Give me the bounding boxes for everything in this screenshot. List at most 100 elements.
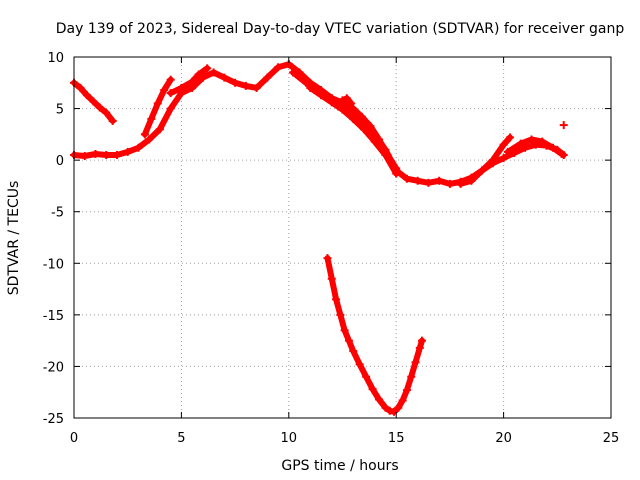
data-point <box>370 137 379 146</box>
data-point <box>338 105 347 114</box>
data-point <box>332 295 341 304</box>
data-point <box>559 121 568 130</box>
data-point <box>342 94 351 103</box>
data-point <box>203 64 212 73</box>
data-point <box>153 99 162 108</box>
data-point <box>323 254 332 263</box>
x-tick-label: 25 <box>603 431 620 446</box>
data-point <box>145 135 154 144</box>
data-point <box>147 114 156 123</box>
data-point <box>91 149 100 158</box>
series-arc-main <box>70 60 568 188</box>
data-point <box>102 150 111 159</box>
data-point <box>89 97 98 106</box>
series-arc-upper-branch-2 <box>166 64 212 98</box>
data-point <box>112 150 121 159</box>
data-point <box>467 176 476 185</box>
data-point <box>424 178 433 187</box>
data-point <box>349 346 358 355</box>
data-point <box>381 150 390 159</box>
data-point <box>355 360 364 369</box>
data-point <box>209 68 218 77</box>
data-point <box>336 310 345 319</box>
data-point <box>402 174 411 183</box>
data-series <box>70 60 568 416</box>
series-arc-bump <box>334 94 356 111</box>
x-tick-label: 15 <box>388 431 405 446</box>
data-point <box>340 326 349 335</box>
data-point <box>478 166 487 175</box>
data-point <box>317 91 326 100</box>
data-point <box>527 135 536 144</box>
data-point <box>76 83 85 92</box>
data-point <box>301 78 310 87</box>
data-point <box>194 70 203 79</box>
series-isolated-point <box>559 121 568 130</box>
data-point <box>375 395 384 404</box>
x-tick-label: 0 <box>70 431 78 446</box>
y-tick-label: 5 <box>56 103 64 118</box>
x-axis-label: GPS time / hours <box>281 458 398 474</box>
data-point <box>557 149 566 158</box>
data-point <box>516 139 525 148</box>
data-point <box>392 169 401 178</box>
data-point <box>220 73 229 82</box>
data-point <box>368 385 377 394</box>
y-tick-label: 0 <box>56 154 64 169</box>
data-point <box>134 143 143 152</box>
axis-ticks: 0 5 10 15 20 25 -25 -20 -15 -10 -5 0 5 10 <box>43 51 620 446</box>
x-tick-label: 5 <box>177 431 185 446</box>
data-point <box>166 75 175 84</box>
data-point <box>166 104 175 113</box>
x-tick-label: 20 <box>495 431 512 446</box>
data-point <box>231 78 240 87</box>
data-point <box>347 99 356 108</box>
data-point <box>357 112 366 121</box>
data-point <box>415 343 424 352</box>
data-point <box>435 176 444 185</box>
y-tick-label: -15 <box>43 309 64 324</box>
data-point <box>503 147 512 156</box>
data-point <box>411 358 420 367</box>
y-tick-label: -20 <box>43 360 64 375</box>
data-point <box>394 403 403 412</box>
data-point <box>499 140 508 149</box>
data-point <box>402 386 411 395</box>
data-point <box>417 336 426 345</box>
data-point <box>82 91 91 100</box>
data-point <box>155 125 164 134</box>
y-tick-label: -10 <box>43 257 64 272</box>
data-point <box>108 116 117 125</box>
data-point <box>549 143 558 152</box>
data-point <box>413 176 422 185</box>
series-arc-upper-branch <box>140 75 175 139</box>
data-point <box>306 83 315 92</box>
chart-title: Day 139 of 2023, Sidereal Day-to-day VTE… <box>56 21 625 37</box>
data-point <box>102 108 111 117</box>
plot-frame <box>73 56 612 419</box>
y-axis-label: SDTVAR / TECUs <box>6 181 22 296</box>
series-arc-early <box>70 78 117 125</box>
data-point <box>359 125 368 134</box>
x-tick-label: 10 <box>281 431 298 446</box>
series-line <box>504 136 565 157</box>
data-point <box>398 396 407 405</box>
data-point <box>499 154 508 163</box>
data-point <box>188 77 197 86</box>
data-point <box>338 96 347 105</box>
series-arc-deep-dip <box>323 254 426 416</box>
data-point <box>349 104 358 113</box>
data-point <box>334 102 343 111</box>
data-point <box>538 137 547 146</box>
series-arc-late-rise <box>456 133 515 188</box>
data-point <box>362 372 371 381</box>
series-line <box>335 95 355 110</box>
series-arc-descending-3 <box>306 83 401 178</box>
y-tick-label: -25 <box>43 412 64 427</box>
data-point <box>263 73 272 82</box>
data-point <box>390 407 399 416</box>
data-point <box>274 63 283 72</box>
data-point <box>349 114 358 123</box>
data-point <box>95 103 104 112</box>
